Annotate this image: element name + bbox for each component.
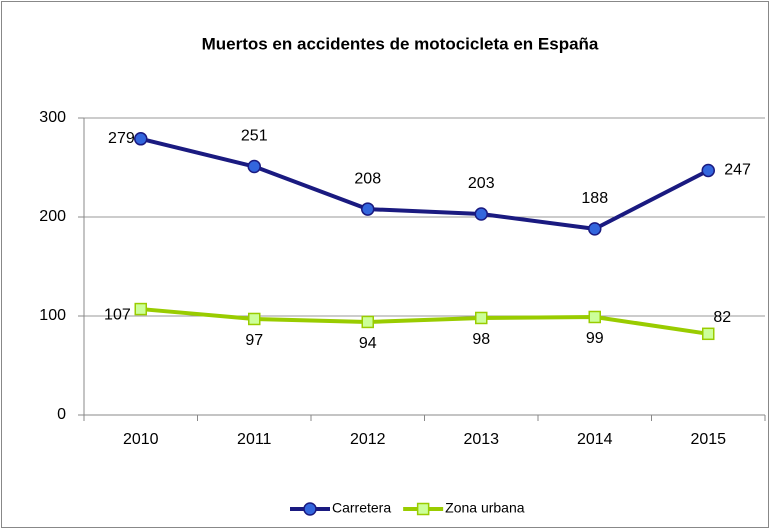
data-label: 247	[724, 162, 751, 179]
marker	[248, 312, 261, 326]
data-label: 251	[241, 128, 268, 145]
marker	[134, 302, 147, 316]
marker	[361, 202, 375, 216]
data-label: 208	[354, 170, 381, 187]
marker	[702, 327, 715, 341]
y-tick-label: 100	[39, 307, 66, 324]
y-tick-label: 200	[39, 208, 66, 225]
data-label: 107	[104, 306, 131, 323]
marker	[588, 222, 602, 236]
marker	[134, 132, 148, 146]
x-tick-label: 2015	[690, 431, 726, 448]
data-label: 94	[359, 335, 377, 352]
marker	[701, 163, 715, 178]
data-label: 188	[581, 190, 608, 207]
x-tick-label: 2010	[123, 431, 159, 448]
marker	[475, 311, 488, 325]
data-label: 98	[472, 331, 490, 348]
x-tick-label: 2012	[350, 431, 386, 448]
data-label: 97	[245, 332, 263, 349]
data-label: 203	[468, 175, 495, 192]
legend-marker	[303, 502, 317, 516]
y-tick-label: 0	[57, 406, 66, 423]
marker	[361, 315, 374, 329]
x-tick-label: 2014	[577, 431, 613, 448]
series-line	[140, 307, 709, 336]
series-line	[140, 136, 710, 231]
marker	[588, 310, 601, 324]
marker	[247, 159, 261, 174]
data-label: 279	[108, 130, 135, 147]
x-tick-label: 2013	[463, 431, 499, 448]
x-tick-label: 2011	[237, 431, 272, 448]
data-label: 82	[713, 309, 731, 326]
legend-label: Carretera	[332, 500, 391, 516]
y-tick-label: 300	[39, 109, 66, 126]
legend-marker	[416, 502, 430, 516]
chart-title: Muertos en accidentes de motocicleta en …	[202, 34, 599, 53]
marker	[474, 207, 488, 221]
data-label: 99	[586, 330, 604, 347]
legend-label: Zona urbana	[445, 500, 525, 516]
